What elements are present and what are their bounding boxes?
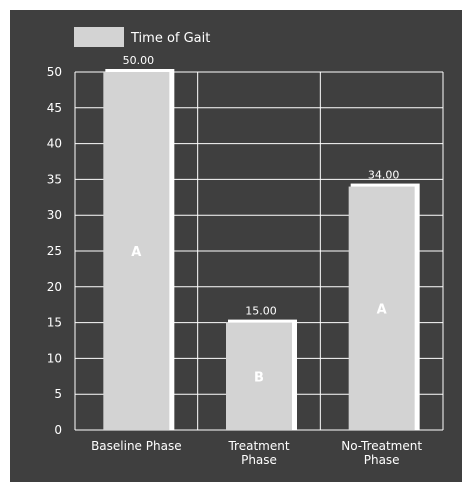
y-tick-label: 20: [47, 280, 62, 294]
legend-swatch: [74, 27, 124, 47]
x-category-label: Phase: [364, 453, 400, 467]
y-tick-label: 35: [47, 172, 62, 186]
x-category-label: Treatment: [227, 439, 289, 453]
bars: 50.00 A 15.00 B 34.00 A: [103, 54, 420, 430]
x-axis: Baseline Phase TreatmentPhaseNo-Treatment…: [91, 439, 422, 467]
bar-value-label: 50.00: [123, 54, 155, 67]
phase-label: B: [254, 370, 264, 385]
y-tick-label: 5: [54, 387, 62, 401]
y-tick-label: 40: [47, 137, 62, 151]
bar: [348, 186, 415, 430]
x-category-label: No-Treatment: [341, 439, 422, 453]
y-tick-label: 25: [47, 244, 62, 258]
bar: [226, 322, 292, 430]
bar-value-label: 34.00: [368, 169, 400, 182]
y-axis: 0 5 10 15 20 25 30 35 40 45 50: [47, 65, 62, 437]
bar: [103, 72, 170, 430]
x-category-label: Phase: [241, 453, 277, 467]
y-tick-label: 30: [47, 208, 62, 222]
phase-label: A: [131, 245, 141, 260]
y-tick-label: 50: [47, 65, 62, 79]
y-tick-label: 45: [47, 101, 62, 115]
legend: Time of Gait: [74, 27, 210, 47]
x-category-label: Baseline Phase: [91, 439, 182, 453]
bar-value-label: 15.00: [245, 305, 277, 318]
phase-label: A: [377, 302, 387, 317]
y-tick-label: 0: [54, 423, 62, 437]
y-tick-label: 10: [47, 351, 62, 365]
legend-label: Time of Gait: [130, 31, 210, 46]
y-tick-label: 15: [47, 316, 62, 330]
